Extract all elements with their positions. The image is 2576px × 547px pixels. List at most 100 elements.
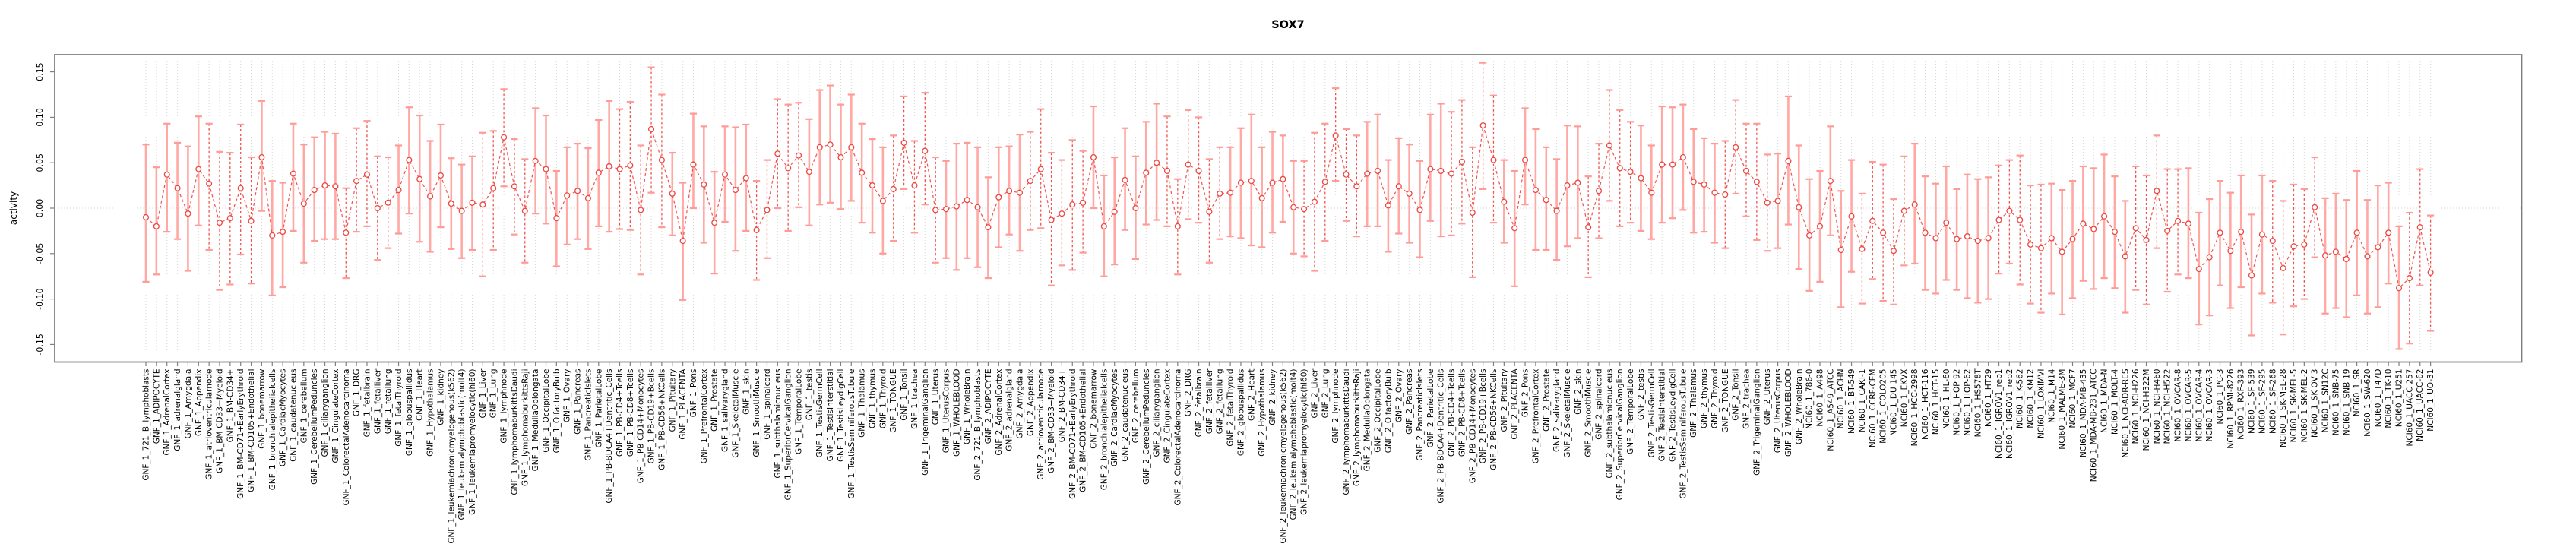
- x-axis-label: GNF_2_salivarygland: [1552, 369, 1562, 452]
- x-axis-label: GNF_1_PB-CD4+Tcells: [616, 369, 625, 457]
- data-point: [1438, 167, 1445, 175]
- data-point: [142, 213, 150, 221]
- data-point: [1080, 199, 1087, 206]
- x-axis-label: GNF_1_lymphomaburkittsRaji: [521, 369, 530, 487]
- x-axis-label: GNF_1_globuspallidus: [405, 369, 414, 457]
- data-point: [627, 162, 634, 169]
- data-point: [732, 187, 739, 194]
- data-point: [469, 199, 476, 206]
- x-axis-label: GNF_2_TONGUE: [1721, 369, 1730, 433]
- x-axis-label: GNF_1_DRG: [353, 368, 362, 416]
- x-axis-label: GNF_1_TestisSeminiferousTubule: [847, 369, 856, 499]
- x-axis-label: GNF_1_SuperiorCervicalGanglion: [784, 369, 793, 501]
- data-point: [1069, 201, 1076, 208]
- data-point: [679, 238, 686, 245]
- x-axis-label: NCI60_1_NCI-H322M: [2142, 369, 2151, 451]
- data-point: [1122, 176, 1128, 183]
- x-axis-label: NCI60_1_NCI-H460: [2153, 369, 2162, 444]
- x-axis-label: GNF_2_Thyroid: [1710, 369, 1720, 429]
- data-point: [479, 201, 486, 208]
- x-axis-label: NCI60_1_IGROV1_rep2: [2005, 369, 2014, 459]
- data-point: [606, 163, 612, 170]
- data-point: [995, 194, 1002, 201]
- x-axis-label: NCI60_1_OVCAR-8: [2174, 369, 2183, 442]
- x-axis-label: NCI60_1_U251: [2395, 369, 2404, 428]
- data-point: [1301, 206, 1308, 213]
- data-point: [701, 181, 707, 188]
- data-point: [742, 175, 749, 182]
- data-point: [2364, 253, 2371, 260]
- x-axis-label: GNF_2_Pancreas: [1405, 369, 1414, 435]
- data-point: [1048, 217, 1055, 223]
- x-axis-label: NCI60_1_SF-295: [2258, 369, 2267, 434]
- x-axis-label: GNF_1_WholeBrain: [963, 369, 972, 445]
- x-axis-label: NCI60_1_MDA-MB-435: [2079, 369, 2088, 458]
- data-point: [2059, 248, 2065, 255]
- data-point: [1837, 246, 1844, 254]
- x-axis-label: GNF_1_thymus: [869, 369, 878, 429]
- x-axis-label: GNF_1_BM-CD71+EarlyErythroid: [236, 369, 245, 499]
- x-axis-label: GNF_2_TestisGermCell: [1647, 369, 1657, 458]
- x-axis-label: GNF_2_TestisSeminiferousTubule: [1679, 369, 1688, 499]
- x-axis-label: GNF_2_DRG: [1184, 369, 1193, 417]
- data-point: [2206, 254, 2213, 261]
- data-point: [584, 194, 591, 201]
- y-axis-tick-label: -0.15: [35, 334, 45, 355]
- x-axis-label: GNF_1_trachea: [910, 369, 919, 429]
- data-point: [1174, 223, 1181, 229]
- data-point: [1869, 217, 1876, 224]
- x-axis-label: NCI60_1_SR: [2353, 369, 2362, 417]
- x-axis-label: GNF_1_BM-CD33+Myeloid: [215, 369, 224, 474]
- x-axis-label: GNF_1_PB-CD8+Tcells: [626, 369, 635, 457]
- x-axis-label: NCI60_1_OVCAR-5: [2184, 369, 2193, 442]
- x-axis-label: NCI60_1_OVCAR-3: [2205, 369, 2214, 442]
- x-axis-label: GNF_2_Hypothalamus: [1258, 369, 1267, 457]
- x-axis-label: GNF_2_fetalThyroid: [1226, 369, 1236, 447]
- x-axis-label: GNF_2_TestisInterstitial: [1658, 369, 1667, 462]
- data-point: [1100, 223, 1107, 229]
- x-axis-label: NCI60_1_NCI-H226: [2131, 368, 2141, 444]
- x-axis-label: GNF_1_Prostate: [710, 369, 720, 432]
- chart-title: SOX7: [1271, 19, 1305, 31]
- x-axis-label: GNF_2_Prostate: [1542, 369, 1551, 432]
- x-axis-label: GNF_2_lymphomaburkittsDaudi: [1342, 369, 1351, 495]
- x-axis-label: GNF_2_Tonsil: [1732, 369, 1741, 421]
- data-point: [1375, 167, 1381, 175]
- data-point: [1311, 198, 1318, 205]
- data-point: [237, 185, 244, 191]
- data-point: [2006, 207, 2013, 214]
- data-point: [163, 171, 170, 178]
- x-axis-label: NCI60_1_UACC-257: [2405, 369, 2414, 447]
- x-axis-label: GNF_1_Amygdala: [184, 369, 193, 439]
- y-axis-tick-label: 0.15: [35, 62, 45, 81]
- data-point: [753, 226, 760, 233]
- x-axis-label: GNF_1_Tonsil: [900, 369, 909, 421]
- data-point: [1943, 220, 1950, 226]
- x-axis-label: GNF_1_UterusCorpus: [942, 369, 951, 454]
- x-axis-label: GNF_2_spinalcord: [1595, 369, 1604, 440]
- data-point: [2154, 188, 2160, 194]
- data-point: [343, 229, 350, 236]
- x-axis-label: NCI60_1_TK-10: [2385, 369, 2394, 428]
- data-point: [1385, 202, 1391, 209]
- data-point: [1027, 178, 1033, 185]
- x-axis-label: NCI60_1_MDA-MB-231_ATCC: [2090, 369, 2099, 482]
- x-axis-label: NCI60_1_CCRF-CEM: [1869, 369, 1878, 448]
- x-axis-label: GNF_1_PB-BDCA4+Dentritic_Cells: [605, 369, 614, 504]
- data-point: [1774, 198, 1781, 204]
- x-axis-label: GNF_1_TrigeminalGanglion: [921, 369, 930, 476]
- x-axis-label: NCI60_1_HS578T: [1973, 368, 1983, 437]
- data-point: [1701, 181, 1707, 188]
- data-point: [795, 152, 802, 159]
- x-axis-label: NCI60_1_COLO205: [1879, 369, 1888, 444]
- data-point: [2406, 275, 2413, 282]
- data-point: [964, 197, 970, 204]
- x-axis-label: GNF_1_BM-CD105+Endothelial: [247, 369, 256, 492]
- x-axis-label: GNF_1_leukemiapromyelocytic(hl60): [468, 369, 477, 515]
- x-axis-label: NCI60_1_HOP-62: [1963, 369, 1972, 436]
- x-axis-label: GNF_1_TONGUE: [889, 369, 898, 433]
- data-point: [2238, 229, 2245, 236]
- data-point: [2132, 225, 2139, 232]
- data-point: [942, 206, 950, 213]
